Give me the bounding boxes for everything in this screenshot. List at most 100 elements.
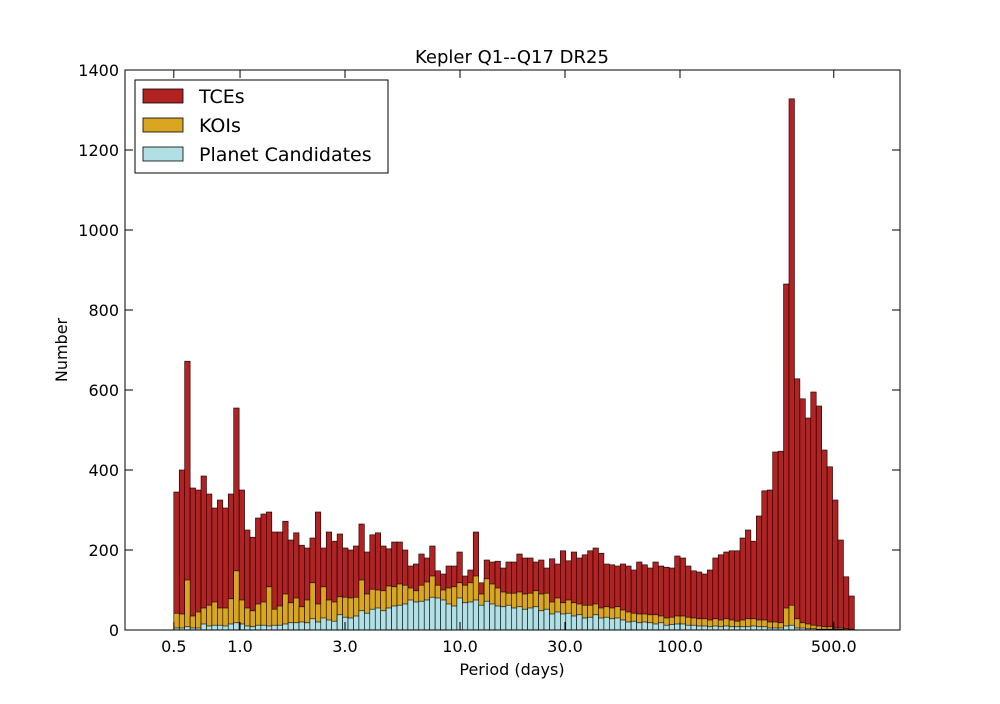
bar	[517, 607, 522, 630]
bar	[522, 609, 527, 630]
bar	[261, 625, 266, 630]
bar	[724, 626, 729, 630]
bar	[571, 616, 576, 630]
bar	[784, 284, 789, 630]
bar	[266, 587, 271, 630]
bar	[348, 618, 353, 630]
bar	[729, 551, 734, 630]
legend-swatch	[143, 89, 183, 103]
bar	[533, 607, 538, 630]
bar	[419, 601, 424, 630]
bar	[479, 605, 484, 630]
bar	[451, 606, 456, 630]
bar	[615, 618, 620, 630]
bar	[201, 476, 206, 630]
y-tick-label: 800	[88, 301, 119, 320]
bar	[196, 612, 201, 630]
bar	[179, 614, 184, 630]
bar	[468, 602, 473, 630]
bar	[555, 612, 560, 630]
bar	[718, 555, 723, 630]
bar	[462, 603, 467, 630]
bar	[321, 618, 326, 630]
legend-swatch	[143, 118, 183, 132]
series-tces	[174, 99, 855, 630]
bar	[604, 617, 609, 630]
bar	[811, 392, 816, 630]
bar	[217, 625, 222, 630]
bar	[686, 625, 691, 630]
bar	[511, 608, 516, 630]
bar	[190, 488, 195, 630]
bar	[724, 552, 729, 630]
bar	[245, 626, 250, 630]
bar	[680, 624, 685, 630]
bar	[446, 604, 451, 630]
bar	[174, 613, 179, 630]
bar	[637, 623, 642, 630]
bar	[751, 626, 756, 630]
bar	[778, 451, 783, 630]
bar	[392, 606, 397, 630]
bar	[582, 618, 587, 630]
legend-label: Planet Candidates	[199, 144, 372, 166]
bar	[794, 379, 799, 630]
bar	[370, 609, 375, 630]
bar	[702, 626, 707, 630]
bar	[767, 490, 772, 630]
bar	[174, 492, 179, 630]
bar	[228, 624, 233, 630]
bar	[539, 611, 544, 630]
y-tick-label: 600	[88, 381, 119, 400]
bar	[751, 541, 756, 630]
bar	[277, 625, 282, 630]
bar	[816, 406, 821, 630]
bar	[364, 613, 369, 630]
bar	[762, 491, 767, 630]
bar	[266, 626, 271, 630]
bar	[299, 622, 304, 630]
bar	[386, 608, 391, 630]
bar	[430, 597, 435, 630]
bar	[789, 625, 794, 630]
x-axis-label: Period (days)	[459, 660, 564, 679]
bar	[234, 571, 239, 630]
bar	[408, 600, 413, 630]
bar	[658, 623, 663, 630]
bar	[315, 622, 320, 630]
legend-label: TCEs	[198, 86, 245, 108]
bar	[332, 621, 337, 630]
bar	[620, 620, 625, 630]
legend-swatch	[143, 147, 183, 161]
x-tick-label: 30.0	[547, 637, 583, 656]
bar	[206, 626, 211, 630]
bar	[549, 614, 554, 630]
bar	[593, 615, 598, 630]
bar	[359, 611, 364, 630]
bar	[784, 626, 789, 630]
y-axis-label: Number	[52, 317, 71, 382]
bar	[179, 470, 184, 630]
bar	[326, 620, 331, 630]
bar	[577, 615, 582, 630]
bar	[441, 600, 446, 630]
bar	[773, 452, 778, 630]
bar	[506, 605, 511, 630]
x-tick-label: 1.0	[227, 637, 252, 656]
bar	[337, 615, 342, 630]
bar	[413, 602, 418, 630]
bar	[691, 625, 696, 630]
bar	[609, 619, 614, 630]
bar	[435, 598, 440, 630]
bar	[495, 606, 500, 630]
bar	[566, 613, 571, 630]
bar	[653, 624, 658, 630]
bar	[843, 577, 848, 630]
x-tick-label: 3.0	[332, 637, 357, 656]
bar	[789, 99, 794, 630]
bar	[473, 600, 478, 630]
bar	[833, 500, 838, 630]
bar	[304, 623, 309, 630]
bar	[402, 604, 407, 630]
